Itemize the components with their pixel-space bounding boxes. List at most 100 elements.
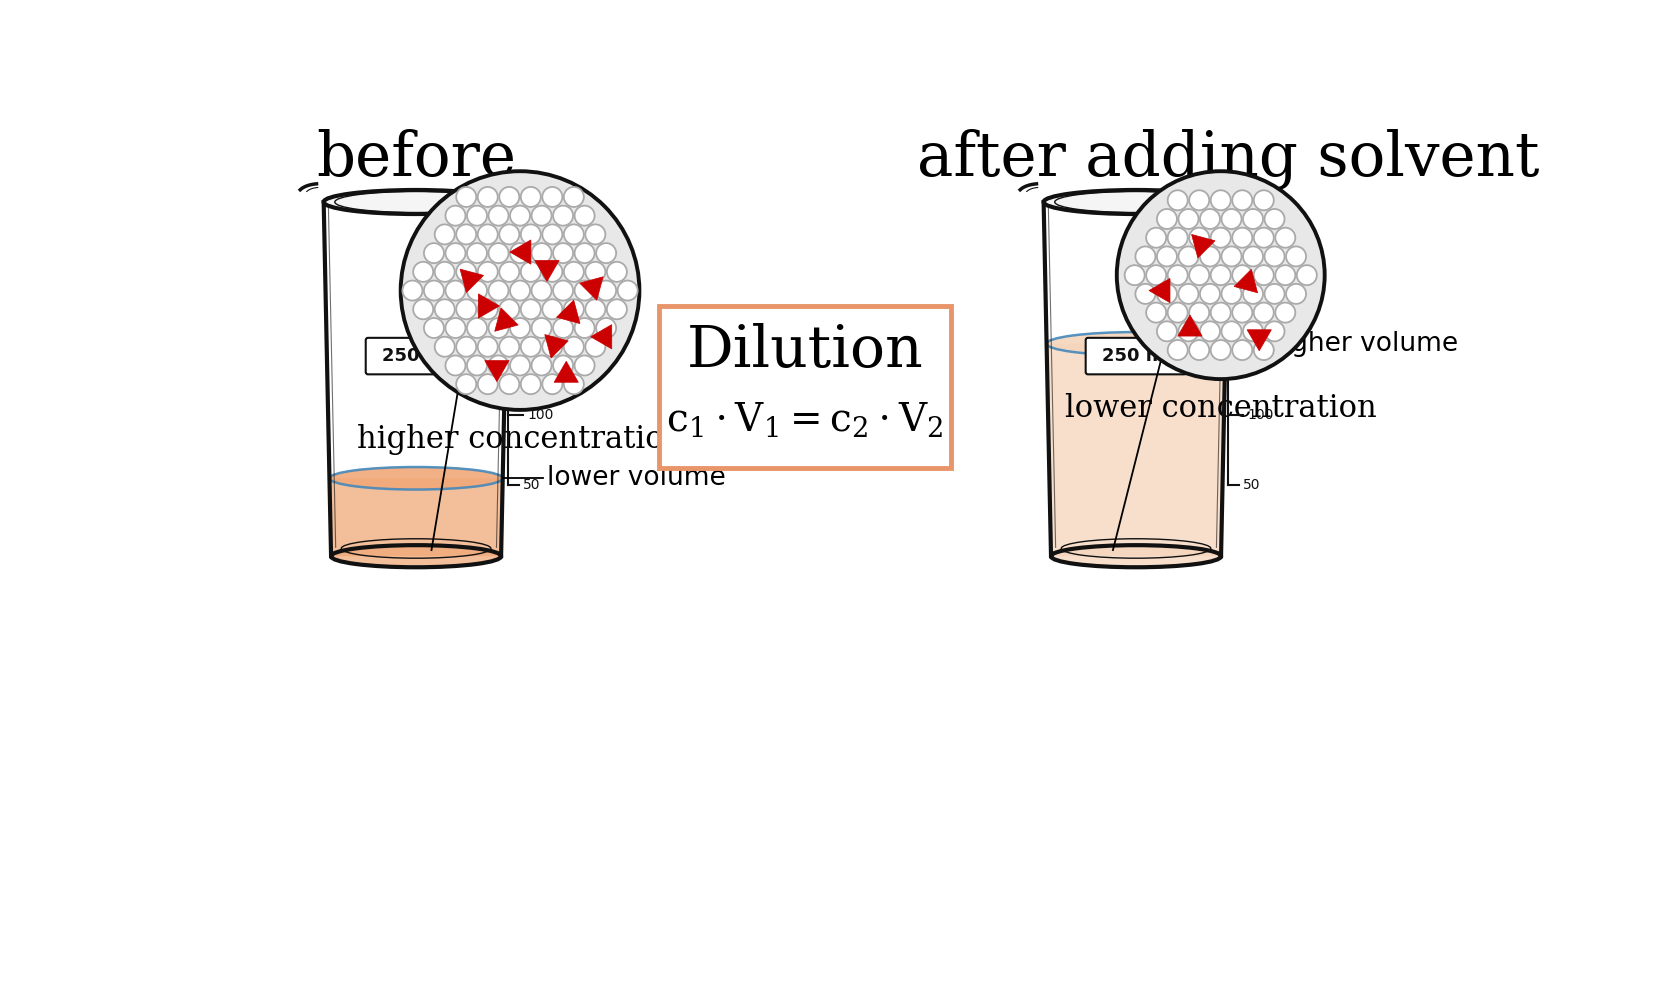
Circle shape (521, 337, 540, 357)
Circle shape (1276, 265, 1295, 285)
Circle shape (521, 262, 540, 281)
Text: before: before (316, 129, 516, 189)
Circle shape (499, 374, 519, 395)
Circle shape (489, 243, 509, 263)
Circle shape (1124, 265, 1144, 285)
Ellipse shape (1044, 190, 1229, 215)
Circle shape (1285, 246, 1305, 267)
Circle shape (1136, 246, 1156, 267)
Circle shape (1276, 303, 1295, 323)
Circle shape (467, 280, 487, 300)
Circle shape (564, 374, 584, 395)
Circle shape (477, 374, 497, 395)
Text: 200: 200 (1247, 266, 1274, 279)
Circle shape (1167, 340, 1187, 360)
Circle shape (434, 337, 454, 357)
Circle shape (412, 262, 432, 281)
Circle shape (564, 337, 584, 357)
Circle shape (617, 280, 637, 300)
Circle shape (477, 337, 497, 357)
Circle shape (446, 206, 466, 225)
Circle shape (511, 206, 530, 225)
Circle shape (532, 355, 552, 376)
Circle shape (1242, 322, 1262, 341)
Text: higher concentration: higher concentration (358, 424, 683, 455)
Text: 250 ml: 250 ml (1101, 347, 1171, 365)
Polygon shape (479, 294, 499, 318)
Polygon shape (1046, 343, 1226, 556)
Circle shape (1189, 340, 1209, 360)
Circle shape (1276, 227, 1295, 248)
Circle shape (1264, 283, 1284, 304)
Circle shape (446, 318, 466, 338)
Circle shape (554, 318, 574, 338)
Circle shape (456, 374, 476, 395)
Text: 100: 100 (1247, 407, 1274, 421)
Circle shape (446, 243, 466, 263)
Circle shape (564, 299, 584, 319)
Circle shape (499, 337, 519, 357)
Polygon shape (1247, 330, 1272, 350)
Circle shape (542, 224, 562, 244)
Polygon shape (494, 308, 519, 332)
Circle shape (434, 299, 454, 319)
Polygon shape (511, 240, 530, 264)
Circle shape (1136, 283, 1156, 304)
Polygon shape (554, 361, 579, 382)
Circle shape (477, 187, 497, 207)
Circle shape (467, 243, 487, 263)
Circle shape (424, 243, 444, 263)
Circle shape (1211, 303, 1231, 323)
Circle shape (607, 299, 627, 319)
Ellipse shape (1051, 545, 1221, 567)
FancyBboxPatch shape (366, 338, 466, 374)
Circle shape (1242, 246, 1262, 267)
Circle shape (1254, 265, 1274, 285)
Circle shape (575, 355, 595, 376)
Circle shape (1264, 322, 1284, 341)
Circle shape (532, 318, 552, 338)
Circle shape (1146, 265, 1166, 285)
Circle shape (1179, 209, 1199, 229)
Circle shape (1201, 246, 1221, 267)
Circle shape (595, 243, 615, 263)
Circle shape (575, 243, 595, 263)
Circle shape (499, 299, 519, 319)
Circle shape (499, 187, 519, 207)
Circle shape (511, 280, 530, 300)
Circle shape (1146, 303, 1166, 323)
Circle shape (1232, 303, 1252, 323)
Circle shape (1242, 209, 1262, 229)
Circle shape (1211, 227, 1231, 248)
Ellipse shape (324, 190, 509, 215)
Circle shape (467, 355, 487, 376)
Circle shape (1254, 340, 1274, 360)
Circle shape (1285, 283, 1305, 304)
Circle shape (1222, 283, 1242, 304)
Circle shape (595, 280, 615, 300)
Circle shape (1201, 209, 1221, 229)
Circle shape (477, 262, 497, 281)
Circle shape (521, 224, 540, 244)
Text: $\mathregular{c_1 \cdot V_1 = c_2 \cdot V_2}$: $\mathregular{c_1 \cdot V_1 = c_2 \cdot … (667, 400, 943, 439)
Circle shape (1232, 340, 1252, 360)
Circle shape (456, 262, 476, 281)
Circle shape (402, 280, 422, 300)
Circle shape (1297, 265, 1317, 285)
Circle shape (1189, 227, 1209, 248)
Circle shape (1189, 190, 1209, 211)
Circle shape (456, 224, 476, 244)
Circle shape (1167, 190, 1187, 211)
Circle shape (585, 224, 605, 244)
Text: higher volume: higher volume (1267, 331, 1458, 356)
Circle shape (595, 318, 615, 338)
Text: 200: 200 (527, 266, 554, 279)
Circle shape (1189, 303, 1209, 323)
Polygon shape (590, 325, 612, 349)
Circle shape (1157, 322, 1177, 341)
Circle shape (1179, 246, 1199, 267)
Text: 100: 100 (527, 407, 554, 421)
Circle shape (446, 280, 466, 300)
Ellipse shape (329, 467, 502, 490)
Circle shape (521, 374, 540, 395)
